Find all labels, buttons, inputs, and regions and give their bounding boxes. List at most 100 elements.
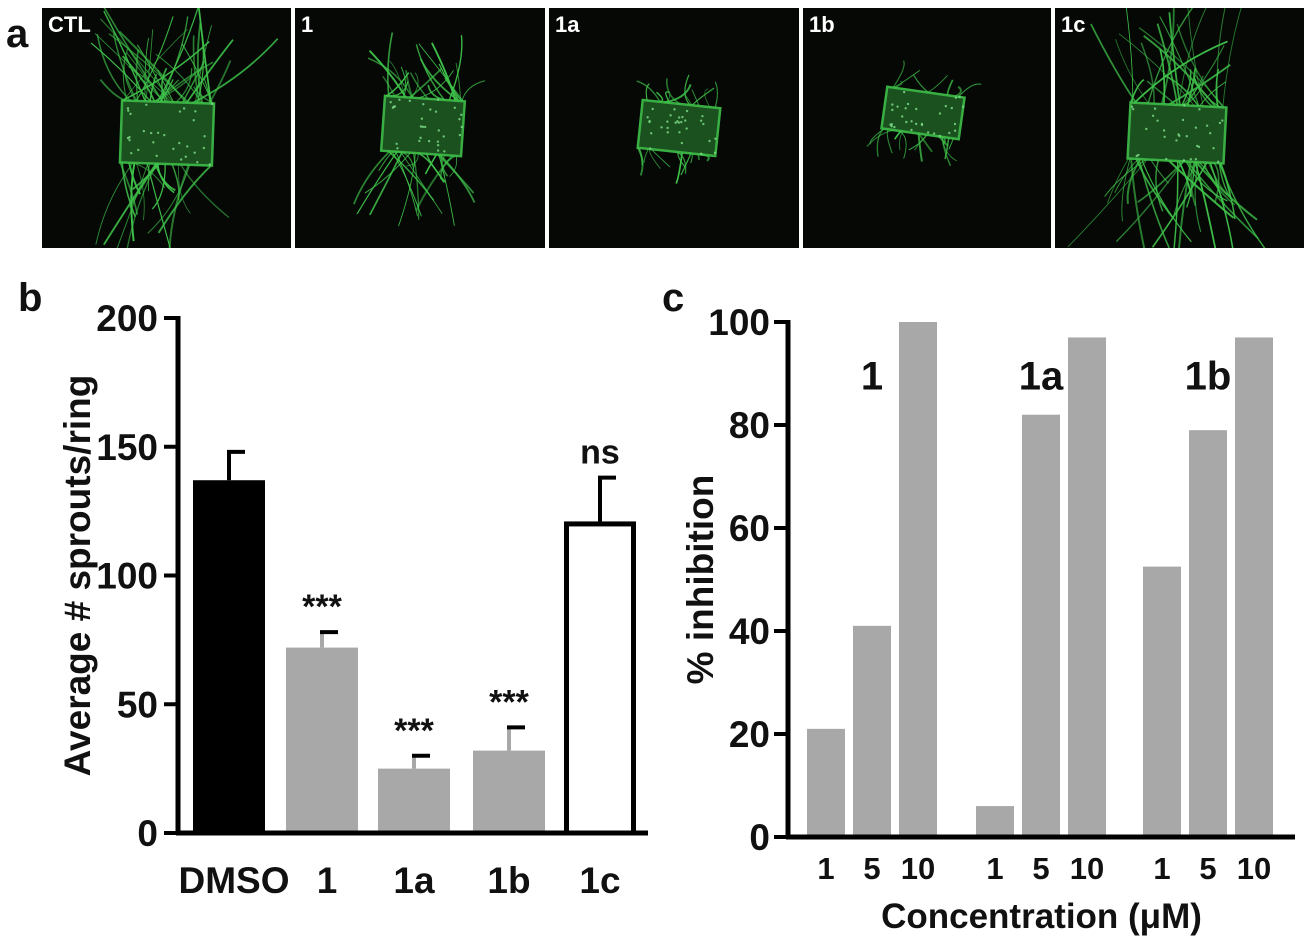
cell-dot xyxy=(714,137,717,140)
significance-label: *** xyxy=(489,683,529,721)
micrograph-1c-image xyxy=(1067,8,1270,248)
sprout xyxy=(411,72,419,98)
sprout xyxy=(1067,159,1148,248)
y-tick-label: 60 xyxy=(729,508,770,549)
sprout xyxy=(700,153,710,162)
cell-dot xyxy=(1156,119,1159,122)
aortic-ring xyxy=(90,8,279,248)
sprout xyxy=(892,60,905,88)
sprout xyxy=(1104,159,1147,197)
sprout xyxy=(1129,79,1145,103)
x-tick-label: 10 xyxy=(1237,851,1271,886)
cell-dot xyxy=(193,151,196,154)
sprout xyxy=(1193,78,1214,108)
sprout xyxy=(665,91,671,104)
sprout xyxy=(1133,40,1228,104)
y-tick-label: 150 xyxy=(96,427,158,468)
sprout xyxy=(110,163,149,248)
cell-dot xyxy=(389,101,392,104)
sprout xyxy=(1147,8,1194,104)
cell-dot xyxy=(893,125,896,129)
cell-dot xyxy=(674,121,677,124)
cell-dot xyxy=(708,139,711,143)
sprout xyxy=(714,81,719,108)
sprout xyxy=(894,130,902,140)
sprout xyxy=(367,57,413,99)
sprout xyxy=(918,133,933,153)
cell-dot xyxy=(208,163,212,166)
sprout xyxy=(948,137,954,150)
sprout xyxy=(1215,68,1220,108)
sprout xyxy=(1140,42,1155,104)
sprout xyxy=(135,49,139,102)
sprout xyxy=(1195,161,1258,221)
x-tick-label: 1 xyxy=(986,851,1003,886)
cell-dot xyxy=(396,147,399,150)
cell-dot xyxy=(648,120,651,124)
sprout xyxy=(448,35,463,101)
cell-dot xyxy=(890,125,893,128)
cell-dot xyxy=(128,138,131,142)
y-tick-label: 80 xyxy=(729,405,770,446)
bar xyxy=(193,480,265,833)
cell-dot xyxy=(1209,132,1212,135)
bar xyxy=(1068,337,1106,837)
cell-dot xyxy=(420,117,424,120)
sprout xyxy=(1185,161,1228,202)
sprout xyxy=(655,91,664,103)
cell-dot xyxy=(436,149,440,152)
cell-dot xyxy=(1198,108,1201,111)
y-axis-title: % inhibition xyxy=(680,475,721,685)
cell-dot xyxy=(673,108,676,111)
sprout xyxy=(1222,8,1244,108)
cell-dot xyxy=(418,139,421,143)
cell-dot xyxy=(932,132,936,135)
sprout xyxy=(908,134,927,151)
cell-dot xyxy=(1153,107,1157,110)
cell-dot xyxy=(1162,129,1166,132)
cell-dot xyxy=(202,146,206,150)
ring-body xyxy=(118,99,216,167)
significance-label: ns xyxy=(580,434,620,472)
sprout xyxy=(1122,8,1134,103)
aortic-ring xyxy=(866,60,982,167)
sprout xyxy=(676,151,687,174)
ring-body xyxy=(1126,101,1228,165)
cell-dot xyxy=(460,113,463,117)
cell-dot xyxy=(676,120,679,123)
sprout xyxy=(954,85,962,98)
cell-dot xyxy=(702,122,705,126)
sprout xyxy=(122,29,188,101)
cell-dot xyxy=(149,131,153,135)
cell-dot xyxy=(437,129,441,132)
sprout xyxy=(643,148,649,163)
cell-dot xyxy=(436,140,440,143)
cell-dot xyxy=(1163,135,1166,139)
cell-dot xyxy=(1175,139,1178,142)
sprout xyxy=(431,42,457,101)
x-tick-label: 5 xyxy=(863,851,880,886)
sprout xyxy=(1130,158,1146,248)
sprout xyxy=(691,89,700,107)
x-tick-label: 1c xyxy=(579,860,620,901)
sprout xyxy=(386,72,410,97)
sprout xyxy=(441,154,446,176)
cell-dot xyxy=(1221,119,1224,122)
bar xyxy=(286,647,358,833)
sprout xyxy=(1143,35,1217,108)
sprout xyxy=(1115,38,1150,104)
aortic-ring xyxy=(1067,8,1270,248)
sprout xyxy=(1168,12,1181,106)
panel-c-letter: c xyxy=(662,276,685,320)
sprout xyxy=(192,38,279,104)
sprout xyxy=(151,163,166,210)
x-tick-label: 10 xyxy=(901,851,935,886)
sprout xyxy=(942,136,957,162)
bar xyxy=(899,322,937,837)
sprout xyxy=(196,8,212,104)
sprout xyxy=(1115,160,1185,243)
sprout xyxy=(1138,158,1170,248)
micrograph-1a-image xyxy=(636,74,722,184)
significance-label: *** xyxy=(394,712,434,750)
sprout xyxy=(1118,33,1195,107)
